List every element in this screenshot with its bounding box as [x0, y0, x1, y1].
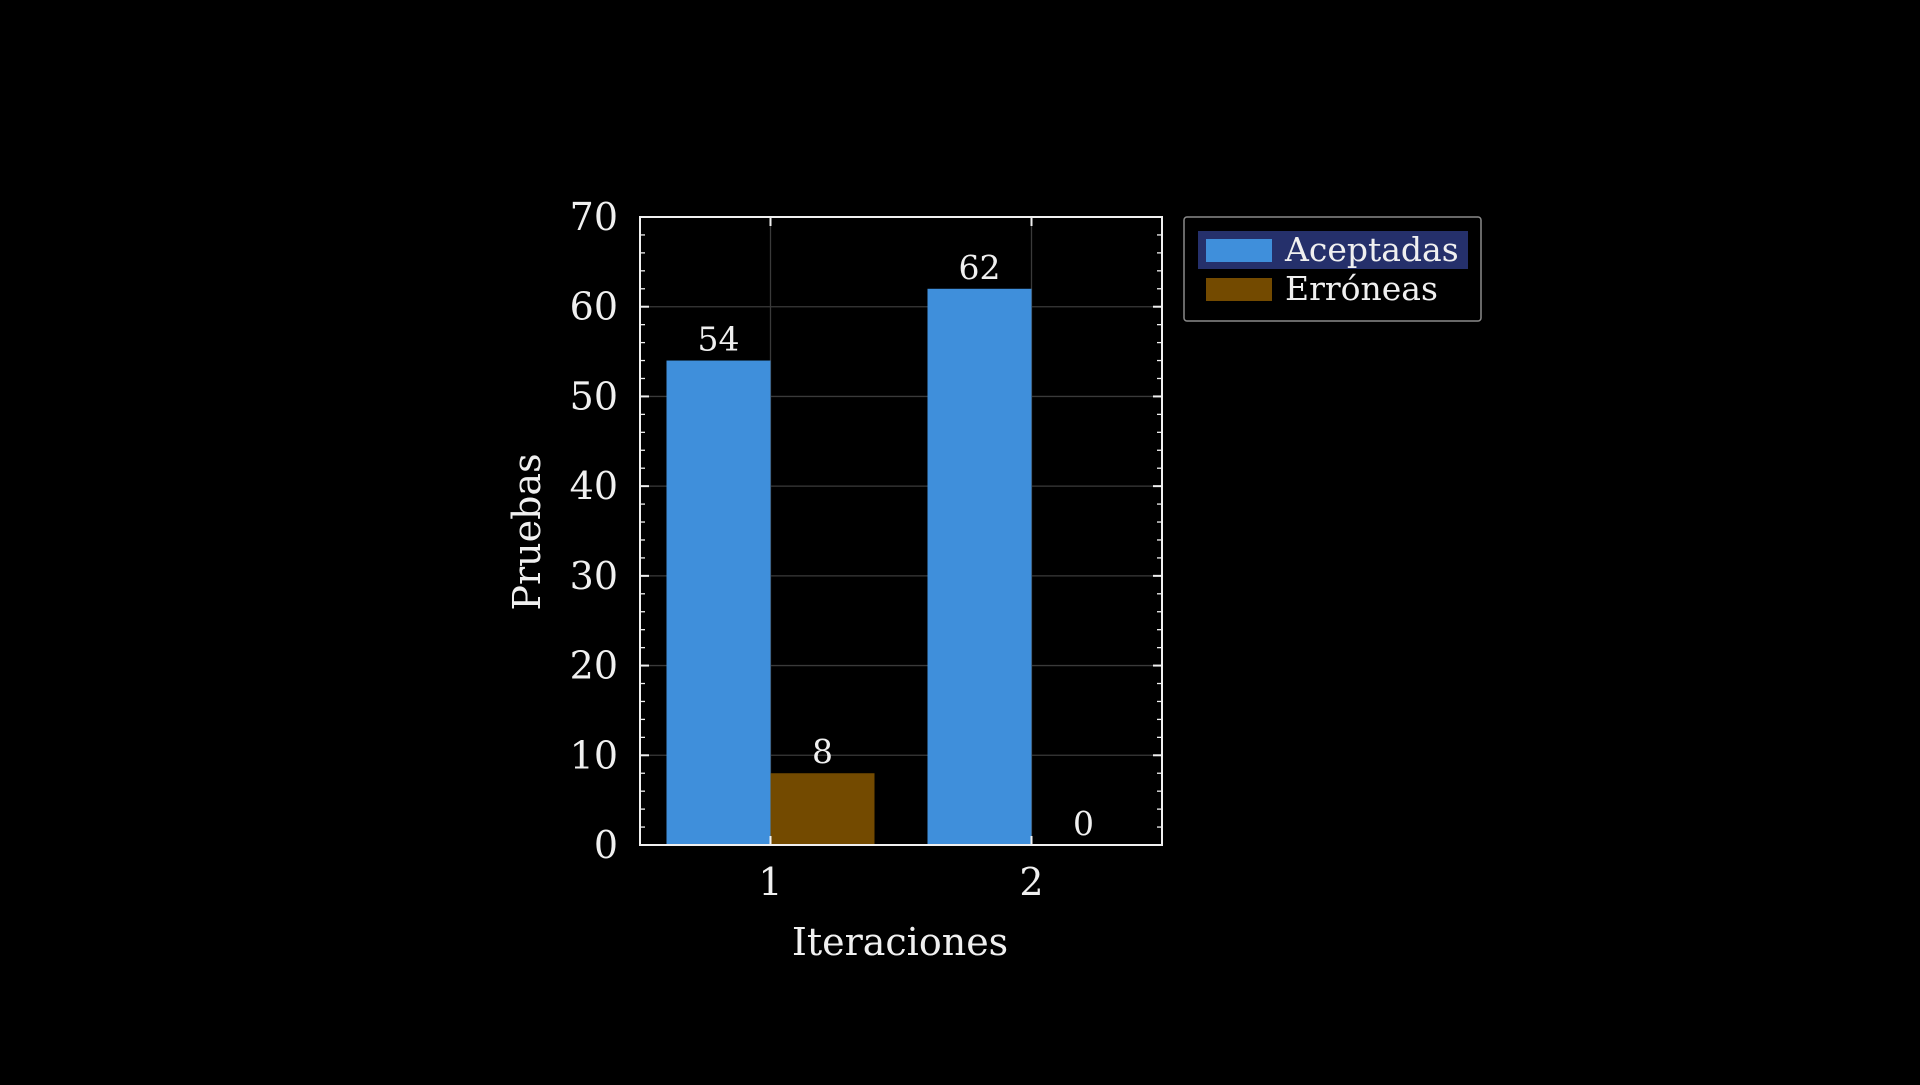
x-axis-title: Iteraciones	[792, 920, 1008, 964]
x-tick-label-1: 2	[1019, 860, 1043, 904]
legend-swatch-aceptadas	[1206, 239, 1272, 262]
plot-frame	[639, 216, 1163, 846]
y-tick-label-7: 70	[570, 195, 618, 239]
y-tick-label-1: 10	[570, 733, 618, 777]
y-tick-label-2: 20	[570, 644, 618, 688]
y-tick-label-5: 50	[570, 374, 618, 418]
bar-aceptadas-1	[666, 360, 771, 845]
y-axis-title: Pruebas	[505, 453, 549, 610]
bars-layer	[666, 288, 1032, 845]
y-tick-label-6: 60	[570, 285, 618, 329]
x-tick-label-0: 1	[758, 860, 782, 904]
axes-layer: 0 10 20 30 40 50 60 70 1 2	[570, 195, 1163, 904]
y-tick-label-3: 30	[570, 554, 618, 598]
labels-layer: 54 62 8 0	[698, 248, 1095, 843]
legend: Aceptadas Erróneas	[1183, 216, 1482, 322]
legend-swatch-erroneas	[1206, 278, 1272, 301]
bar-aceptadas-2	[927, 288, 1032, 845]
bar-erróneas-1	[770, 773, 875, 845]
legend-label-erroneas: Erróneas	[1285, 269, 1438, 308]
data-label-erróneas-1: 8	[812, 732, 833, 771]
y-tick-label-4: 40	[570, 464, 618, 508]
data-label-aceptadas-1: 54	[698, 320, 740, 359]
y-tick-label-0: 0	[594, 823, 618, 867]
data-label-aceptadas-2: 62	[959, 248, 1001, 287]
data-label-erróneas-2: 0	[1073, 804, 1094, 843]
legend-label-aceptadas: Aceptadas	[1284, 230, 1459, 269]
